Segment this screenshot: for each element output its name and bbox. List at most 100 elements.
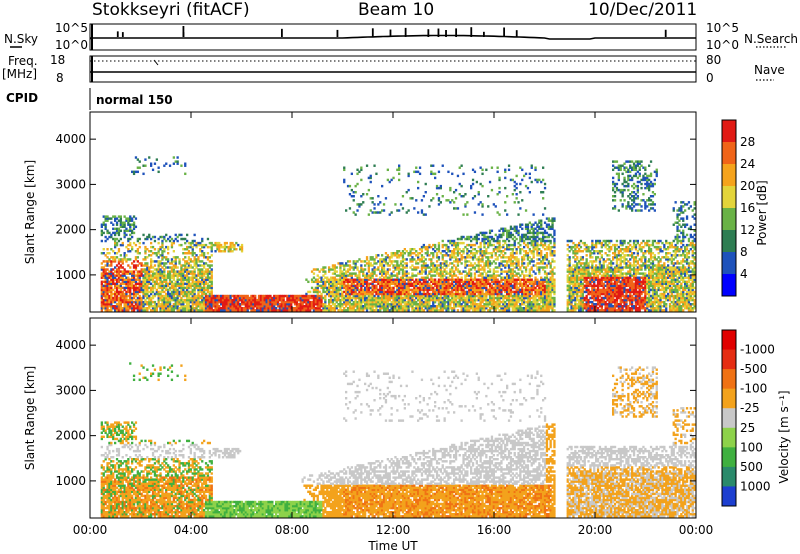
power-cell — [435, 264, 439, 267]
power-cell — [498, 282, 501, 286]
power-cell — [413, 286, 416, 290]
power-cell — [223, 307, 227, 310]
power-cell — [350, 272, 353, 275]
power-cell — [464, 260, 467, 263]
power-cell — [496, 166, 499, 169]
power-cell — [157, 300, 160, 304]
power-cell — [523, 294, 526, 298]
power-cell — [453, 248, 456, 251]
power-cell — [146, 307, 149, 310]
power-cell — [426, 298, 429, 302]
power-cell — [210, 286, 213, 290]
power-cell — [168, 266, 172, 269]
power-cell — [193, 258, 196, 261]
power-cell — [371, 307, 374, 310]
power-cell — [502, 307, 505, 310]
power-cell — [356, 288, 359, 292]
power-cell — [494, 305, 497, 308]
power-cell — [218, 296, 221, 300]
power-cell — [214, 296, 217, 300]
power-cell — [335, 292, 338, 296]
power-cell — [142, 268, 145, 271]
power-cell — [369, 300, 372, 304]
power-cell — [432, 282, 435, 286]
power-cell — [138, 300, 141, 304]
power-cell — [102, 286, 105, 290]
power-cell — [273, 294, 276, 298]
power-cell — [102, 221, 105, 224]
power-cell — [396, 268, 399, 271]
power-cell — [367, 300, 370, 304]
power-cell — [417, 286, 420, 290]
power-cell — [456, 252, 460, 255]
power-cell — [346, 300, 350, 304]
power-cell — [167, 248, 170, 251]
power-cell — [473, 290, 477, 294]
power-cell — [187, 303, 191, 306]
power-cell — [206, 278, 210, 281]
power-cell — [428, 300, 431, 304]
power-cell — [506, 288, 509, 292]
power-cell — [488, 309, 492, 312]
power-cell — [151, 235, 155, 239]
power-cell — [471, 182, 475, 186]
power-cell — [176, 276, 179, 279]
power-cell — [483, 239, 486, 243]
power-cell — [163, 305, 166, 308]
power-cell — [307, 305, 310, 308]
power-cell — [290, 298, 293, 302]
power-cell — [220, 294, 223, 298]
power-cell — [339, 282, 342, 286]
power-cell — [420, 254, 424, 257]
power-cell — [409, 298, 412, 302]
power-cell — [435, 272, 439, 275]
power-cell — [167, 260, 170, 263]
power-cell — [151, 276, 155, 279]
power-cell — [449, 268, 452, 271]
power-cell — [136, 158, 139, 161]
power-cell — [176, 292, 179, 296]
power-cell — [466, 248, 469, 251]
power-cell — [500, 262, 503, 265]
power-cell — [453, 278, 456, 281]
power-cell — [515, 292, 518, 296]
power-cell — [500, 286, 503, 290]
power-cell — [371, 284, 374, 288]
power-cell — [297, 307, 300, 310]
power-cell — [468, 243, 471, 247]
power-cell — [115, 284, 119, 288]
power-cell — [477, 309, 480, 312]
power-cell — [379, 201, 382, 204]
power-cell — [396, 260, 399, 263]
power-cell — [401, 298, 405, 302]
power-cell — [102, 274, 105, 277]
power-cell — [119, 264, 122, 267]
power-cell — [136, 290, 139, 294]
power-cell — [259, 307, 263, 310]
power-cell — [481, 292, 484, 296]
power-cell — [381, 298, 384, 302]
power-cell — [398, 272, 401, 275]
power-cell — [394, 260, 397, 263]
power-cell — [382, 264, 386, 267]
power-cell — [345, 270, 348, 273]
power-cell — [335, 270, 338, 273]
power-cell — [500, 260, 503, 263]
power-cell — [511, 300, 514, 304]
power-cell — [430, 199, 433, 202]
power-cell — [498, 229, 501, 233]
power-cell — [409, 300, 412, 304]
power-cell — [165, 258, 168, 261]
power-cell — [206, 307, 210, 310]
power-cell — [362, 298, 365, 302]
power-cell — [197, 292, 200, 296]
power-cell — [488, 268, 492, 271]
power-cell — [498, 191, 501, 194]
power-cell — [430, 280, 433, 284]
power-cell — [487, 305, 490, 308]
power-cell — [396, 276, 399, 279]
power-cell — [481, 203, 484, 206]
power-cell — [379, 286, 382, 290]
power-cell — [407, 252, 410, 255]
power-cell — [454, 266, 458, 269]
